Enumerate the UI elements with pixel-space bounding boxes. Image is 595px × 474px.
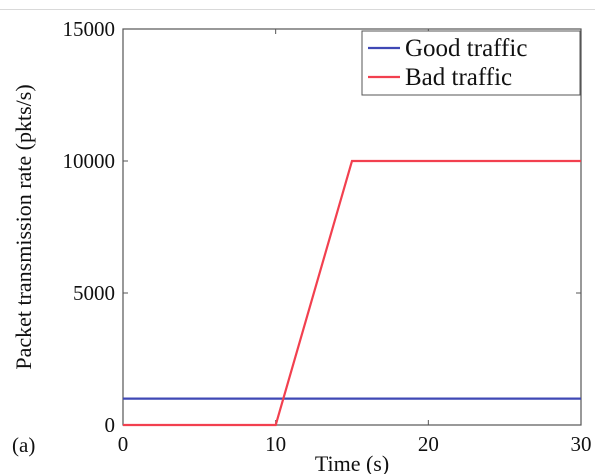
x-tick-label: 20 <box>418 432 439 456</box>
series-line-2 <box>123 159 581 427</box>
x-axis-label: Time (s) <box>315 451 389 474</box>
top-separator <box>0 0 595 10</box>
axis-labels: Time (s) Packet transmission rate (pkts/s… <box>11 84 389 474</box>
y-tick-label: 10000 <box>63 149 116 173</box>
x-tick-label: 0 <box>118 432 129 456</box>
axis-ticks: 0 10 20 30 0 5000 10000 15000 <box>63 17 592 456</box>
legend-label-1: Good traffic <box>405 35 527 62</box>
y-tick-label: 0 <box>105 413 116 437</box>
y-tick-label: 15000 <box>63 17 116 41</box>
y-axis-label: Packet transmission rate (pkts/s) <box>11 84 36 369</box>
series-layer <box>123 159 581 427</box>
panel-label: (a) <box>12 433 35 457</box>
x-tick-label: 10 <box>265 432 286 456</box>
legend-label-2: Bad traffic <box>405 64 512 91</box>
y-tick-label: 5000 <box>73 281 115 305</box>
plot-frame <box>122 28 582 426</box>
legend-box <box>361 30 581 96</box>
x-tick-label: 30 <box>571 432 592 456</box>
plot-area <box>122 28 582 426</box>
